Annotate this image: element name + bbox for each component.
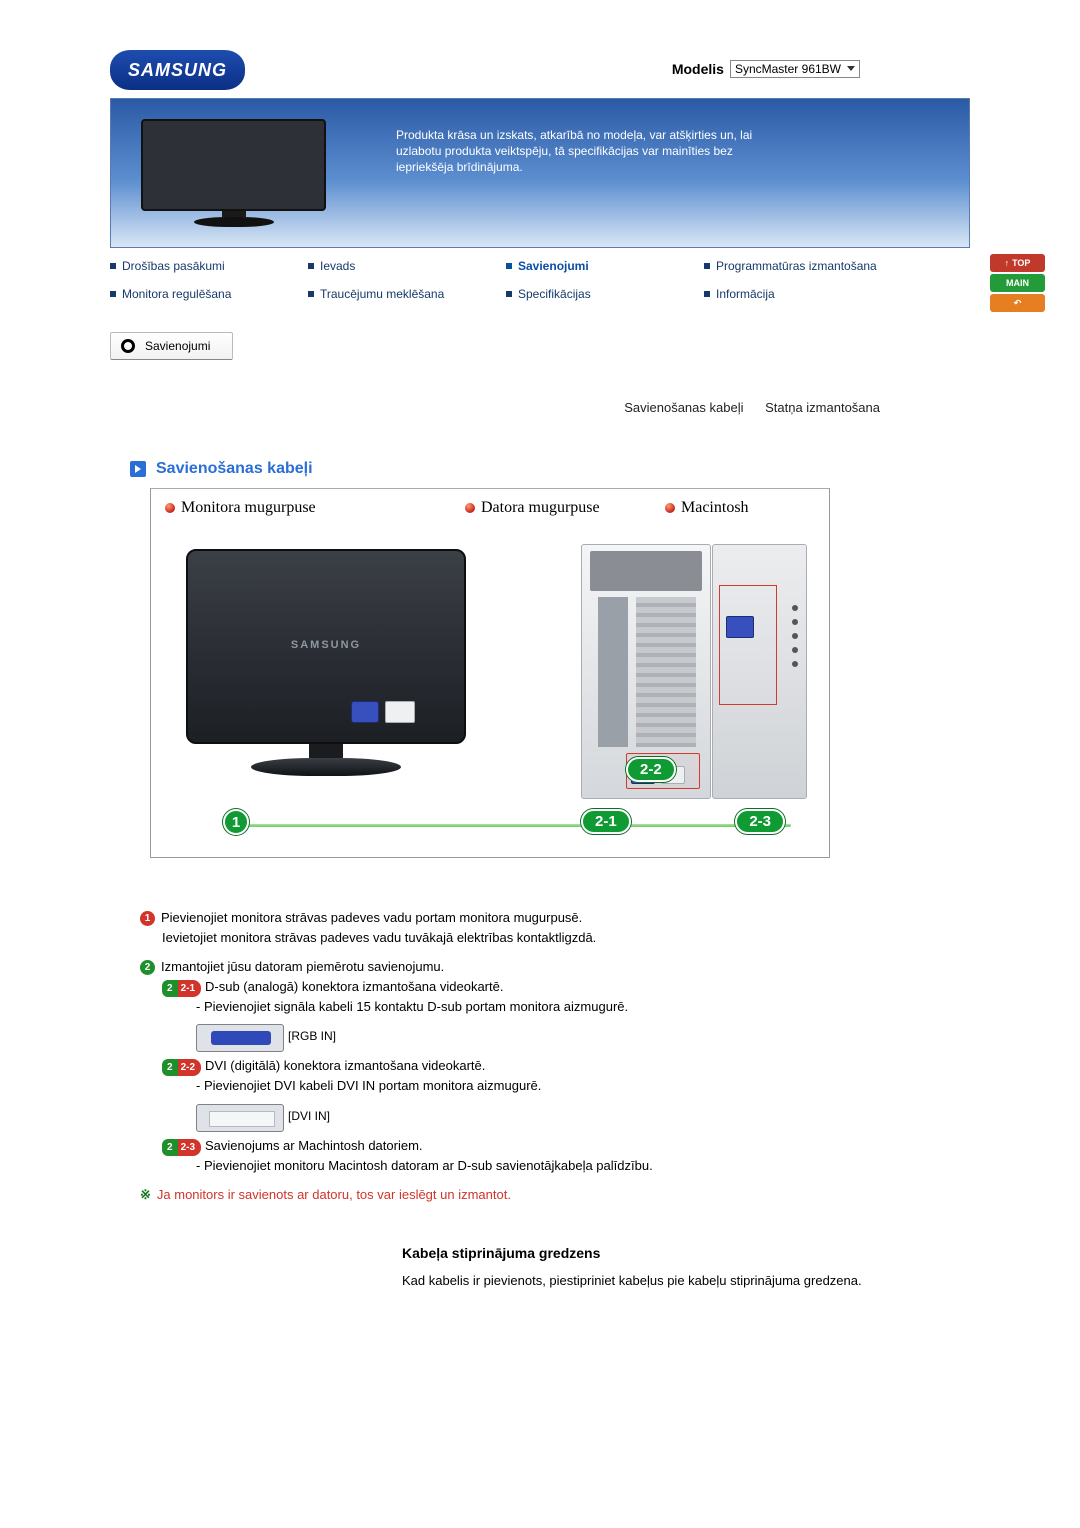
pill-main[interactable]: MAIN [990, 274, 1045, 292]
step-1a: Pievienojiet monitora strāvas padeves va… [161, 910, 582, 925]
step-2-1a: D-sub (analogā) konektora izmantošana vi… [205, 979, 503, 994]
nav-adjust[interactable]: Monitora regulēšana [110, 284, 308, 304]
note-ref-icon: ※ [140, 1187, 151, 1202]
monitor-back-graphic [186, 549, 466, 744]
pill-2-3: 22-3 [162, 1139, 201, 1156]
nav-label: Savienojumi [518, 259, 589, 273]
diagram-label-monitor: Monitora mugurpuse [165, 499, 435, 517]
step-2-icon: 2 [140, 960, 155, 975]
monitor-ports [351, 701, 415, 723]
subnav-cables[interactable]: Savienošanas kabeļi [624, 400, 743, 415]
pill-top[interactable]: TOP [990, 254, 1045, 272]
brand-logo: SAMSUNG [110, 50, 245, 90]
diagram-badge-2-1: 2-1 [581, 809, 631, 834]
sub-nav: Savienošanas kabeļi Statņa izmantošana [0, 400, 1080, 415]
pill-2-2: 22-2 [162, 1059, 201, 1076]
dvi-caption: [DVI IN] [288, 1109, 330, 1123]
model-label: Modelis [672, 61, 724, 77]
note-text: Ja monitors ir savienots ar datoru, tos … [157, 1187, 511, 1202]
dvi-port-icon [196, 1104, 284, 1132]
diagram-badge-2-2: 2-2 [626, 757, 676, 782]
connection-diagram: Monitora mugurpuse Datora mugurpuse Maci… [150, 488, 830, 858]
rgb-caption: [RGB IN] [288, 1029, 336, 1043]
instructions: 1 Pievienojiet monitora strāvas padeves v… [140, 908, 930, 1205]
diagram-label-mac: Macintosh [665, 499, 749, 517]
pill-2-1: 22-1 [162, 980, 201, 997]
nav-trouble[interactable]: Traucējumu meklēšana [308, 284, 506, 304]
nav-info[interactable]: Informācija [704, 284, 902, 304]
pill-top-label: TOP [1012, 258, 1030, 268]
back-arrow-icon [1014, 298, 1022, 309]
nav-label: Drošības pasākumi [122, 259, 225, 273]
pill-back[interactable] [990, 294, 1045, 312]
step-2-3a: Savienojums ar Machintosh datoriem. [205, 1138, 423, 1153]
cable-ring-heading: Kabeļa stiprinājuma gredzens [402, 1245, 1080, 1261]
model-selector-row: Modelis SyncMaster 961BW [672, 60, 860, 78]
side-pill-nav: TOP MAIN [990, 254, 1045, 312]
section-tab-label: Savienojumi [145, 339, 210, 353]
diagram-badge-1: 1 [223, 809, 249, 835]
monitor-neck [309, 744, 343, 758]
diagram-label-pc: Datora mugurpuse [465, 499, 635, 517]
diagram-badge-2-3: 2-3 [735, 809, 785, 834]
step-2-1b: - Pievienojiet signāla kabeli 15 kontakt… [196, 997, 930, 1017]
cable-ring-text: Kad kabelis ir pievienots, piestipriniet… [402, 1271, 880, 1291]
arrow-icon [130, 461, 146, 477]
vga-plug-icon [351, 701, 379, 723]
primary-nav: TOP MAIN Drošības pasākumi Ievads Savien… [110, 256, 970, 304]
pill-main-label: MAIN [1006, 278, 1029, 288]
mac-tower-graphic [712, 544, 807, 799]
nav-software[interactable]: Programmatūras izmantošana [704, 256, 902, 276]
hero-text: Produkta krāsa un izskats, atkarībā no m… [396, 127, 766, 176]
step-2: Izmantojiet jūsu datoram piemērotu savie… [161, 959, 444, 974]
subnav-stand[interactable]: Statņa izmantošana [765, 400, 880, 415]
section-title: Savienošanas kabeļi [156, 460, 313, 478]
section-tab: Savienojumi [110, 332, 233, 360]
nav-label: Traucējumu meklēšana [320, 287, 444, 301]
mac-port-outline [719, 585, 777, 705]
page: SAMSUNG Modelis SyncMaster 961BW Produkt… [0, 0, 1080, 1440]
step-2-2a: DVI (digitālā) konektora izmantošana vid… [205, 1058, 485, 1073]
nav-label: Programmatūras izmantošana [716, 259, 877, 273]
hero-banner: Produkta krāsa un izskats, atkarībā no m… [110, 98, 970, 248]
nav-label: Monitora regulēšana [122, 287, 231, 301]
nav-specs[interactable]: Specifikācijas [506, 284, 704, 304]
nav-connections[interactable]: Savienojumi [506, 256, 704, 276]
dvi-plug-icon [385, 701, 415, 723]
hero-monitor-graphic [141, 119, 326, 229]
header: SAMSUNG Modelis SyncMaster 961BW [0, 50, 1080, 90]
step-1-icon: 1 [140, 911, 155, 926]
rgb-port-icon [196, 1024, 284, 1052]
nav-label: Ievads [320, 259, 355, 273]
step-2-2b: - Pievienojiet DVI kabeli DVI IN portam … [196, 1076, 930, 1096]
nav-label: Specifikācijas [518, 287, 591, 301]
nav-safety[interactable]: Drošības pasākumi [110, 256, 308, 276]
nav-intro[interactable]: Ievads [308, 256, 506, 276]
model-select[interactable]: SyncMaster 961BW [730, 60, 860, 78]
monitor-base [251, 758, 401, 776]
ring-icon [121, 339, 135, 353]
step-1b: Ievietojiet monitora strāvas padeves vad… [162, 928, 930, 948]
section-heading: Savienošanas kabeļi [130, 460, 1080, 478]
step-2-3b: - Pievienojiet monitoru Macintosh datora… [196, 1156, 930, 1176]
nav-label: Informācija [716, 287, 775, 301]
